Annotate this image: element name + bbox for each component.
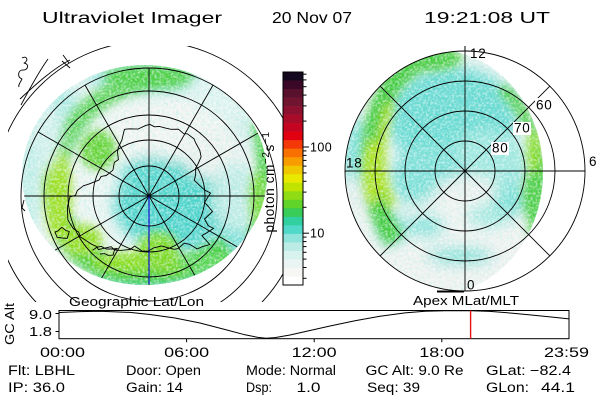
svg-text:GC Alt: GC Alt <box>2 303 17 345</box>
svg-text:Door: Open: Door: Open <box>126 363 201 378</box>
svg-text:100: 100 <box>310 141 332 155</box>
svg-text:06:00: 06:00 <box>164 344 209 360</box>
svg-text:60: 60 <box>536 98 553 113</box>
svg-text:0: 0 <box>467 278 475 293</box>
svg-text:photon cm−2s−1: photon cm−2s−1 <box>261 131 278 232</box>
svg-text:Apex MLat/MLT: Apex MLat/MLT <box>413 293 519 308</box>
svg-text:18:00: 18:00 <box>419 344 464 360</box>
svg-text:80: 80 <box>492 141 509 156</box>
svg-text:1.0: 1.0 <box>297 380 321 395</box>
svg-text:23:59: 23:59 <box>544 344 589 360</box>
svg-text:Mode: Normal: Mode: Normal <box>246 363 336 378</box>
svg-text:Geographic Lat/Lon: Geographic Lat/Lon <box>69 294 204 309</box>
svg-text:12:00: 12:00 <box>292 344 337 360</box>
svg-text:1.8: 1.8 <box>29 324 52 339</box>
svg-text:GLat: −82.4: GLat: −82.4 <box>486 363 572 378</box>
svg-text:Seq: 39: Seq: 39 <box>367 380 420 395</box>
svg-text:Dsp:: Dsp: <box>246 380 272 395</box>
svg-text:10: 10 <box>310 227 325 241</box>
svg-text:Gain: 14: Gain: 14 <box>126 380 184 395</box>
svg-text:Flt: LBHL: Flt: LBHL <box>8 363 76 378</box>
svg-text:18: 18 <box>346 156 363 171</box>
svg-text:00:00: 00:00 <box>40 344 85 360</box>
svg-text:44.1: 44.1 <box>541 380 575 395</box>
svg-text:GLon:: GLon: <box>486 380 529 395</box>
svg-text:20 Nov 07: 20 Nov 07 <box>272 10 352 27</box>
svg-text:9.0: 9.0 <box>29 307 52 322</box>
svg-text:19:21:08 UT: 19:21:08 UT <box>424 10 550 27</box>
svg-text:6: 6 <box>589 154 597 169</box>
svg-text:Ultraviolet Imager: Ultraviolet Imager <box>42 10 223 27</box>
svg-text:GC Alt: 9.0 Re: GC Alt: 9.0 Re <box>366 363 464 378</box>
svg-text:70: 70 <box>514 121 531 136</box>
svg-text:12: 12 <box>470 46 487 61</box>
svg-text:IP: 36.0: IP: 36.0 <box>8 380 65 395</box>
